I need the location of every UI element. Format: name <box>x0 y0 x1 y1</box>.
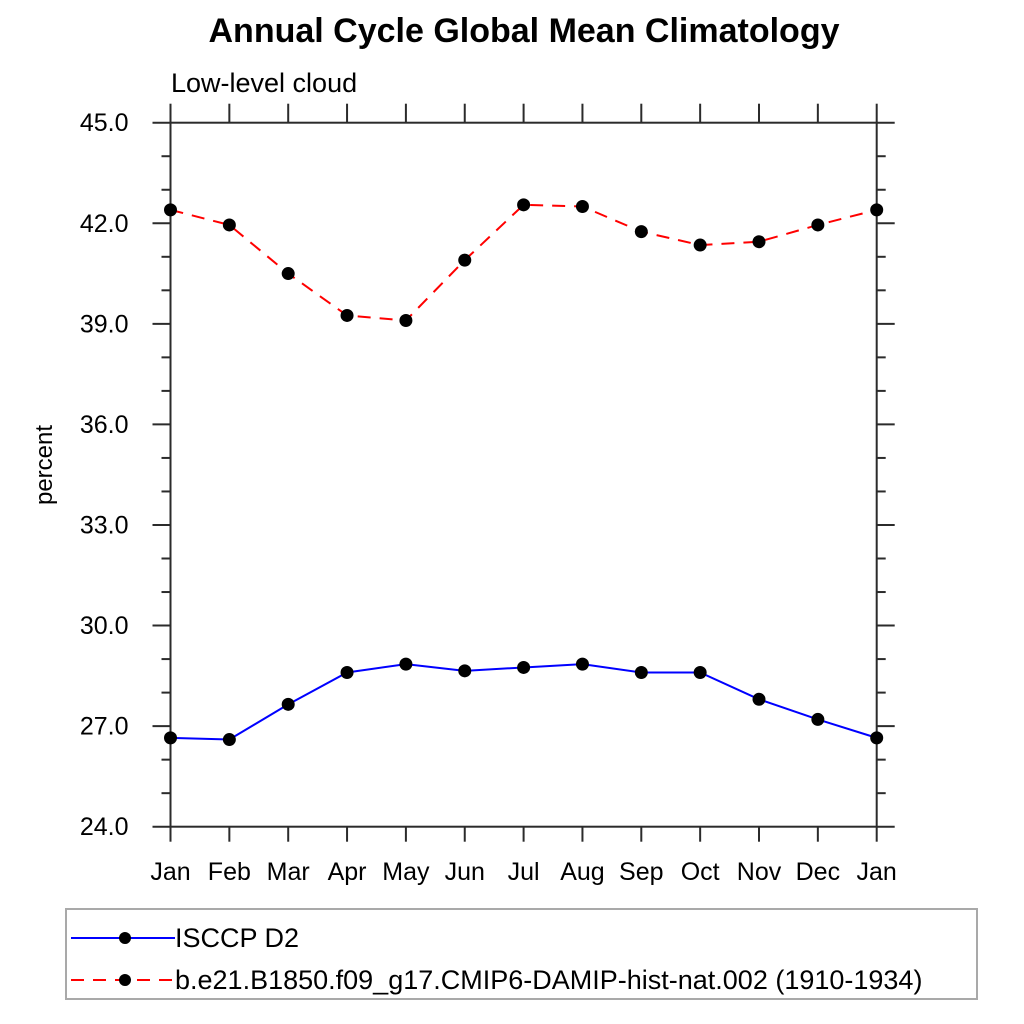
data-point-marker <box>222 733 236 747</box>
data-point-marker <box>399 313 413 327</box>
x-tick-label: Sep <box>619 858 663 886</box>
series-line-1 <box>170 203 877 322</box>
data-point-marker <box>458 664 472 678</box>
x-tick-label: Jun <box>445 858 485 886</box>
x-tick-label: Apr <box>328 858 367 886</box>
x-tick-label: Nov <box>737 858 782 886</box>
legend-item-0: ISCCP D2 <box>71 920 299 956</box>
data-point-marker <box>340 308 354 322</box>
x-tick-label: Jan <box>857 858 897 886</box>
series-line-0 <box>170 663 877 741</box>
x-tick-label: Oct <box>681 858 720 886</box>
data-point-marker <box>281 697 295 711</box>
legend-line-sample-dashed <box>71 974 175 986</box>
y-tick-label: 33.0 <box>80 511 129 539</box>
data-point-marker <box>634 225 648 239</box>
x-tick-label: Jan <box>150 858 190 886</box>
data-point-marker <box>634 665 648 679</box>
x-tick-label: Aug <box>560 858 604 886</box>
legend-label-0: ISCCP D2 <box>175 922 300 953</box>
legend-item-1: b.e21.B1850.f09_g17.CMIP6-DAMIP-hist-nat… <box>71 962 922 998</box>
legend-marker-icon <box>119 932 131 944</box>
legend-marker-icon <box>119 974 131 986</box>
data-point-marker <box>222 218 236 232</box>
data-point-marker <box>575 657 589 671</box>
data-point-marker <box>458 253 472 267</box>
y-tick-label: 42.0 <box>80 210 129 238</box>
data-point-marker <box>870 203 884 217</box>
legend: ISCCP D2 b.e21.B1850.f09_g17.CMIP6-DAMIP-… <box>65 908 978 1000</box>
y-tick-label: 24.0 <box>80 813 129 841</box>
data-point-marker <box>752 235 766 249</box>
y-tick-label: 27.0 <box>80 713 129 741</box>
data-point-marker <box>164 731 177 745</box>
data-point-marker <box>164 203 177 217</box>
chart-subtitle: Low-level cloud <box>171 68 358 98</box>
x-tick-label: Jul <box>508 858 540 886</box>
data-point-marker <box>340 665 354 679</box>
data-point-marker <box>281 267 295 281</box>
data-point-marker <box>575 200 589 214</box>
x-tick-label: Feb <box>208 858 251 886</box>
data-point-marker <box>752 692 766 706</box>
chart-title: Annual Cycle Global Mean Climatology <box>208 12 840 50</box>
data-point-marker <box>811 218 825 232</box>
data-point-marker <box>870 731 884 745</box>
x-tick-label: May <box>382 858 430 886</box>
y-axis-label: percent <box>31 425 58 505</box>
x-tick-label: Mar <box>267 858 310 886</box>
data-point-marker <box>517 198 531 212</box>
legend-line-sample-solid <box>71 932 175 944</box>
y-tick-label: 45.0 <box>80 109 129 137</box>
data-point-marker <box>517 660 531 674</box>
data-point-marker <box>693 665 707 679</box>
legend-label-1: b.e21.B1850.f09_g17.CMIP6-DAMIP-hist-nat… <box>175 964 923 995</box>
y-tick-label: 36.0 <box>80 411 129 439</box>
y-tick-label: 30.0 <box>80 612 129 640</box>
x-tick-label: Dec <box>796 858 840 886</box>
data-point-marker <box>399 657 413 671</box>
data-point-marker <box>811 712 825 726</box>
y-tick-label: 39.0 <box>80 310 129 338</box>
data-point-marker <box>693 238 707 252</box>
plot-frame <box>169 121 878 828</box>
